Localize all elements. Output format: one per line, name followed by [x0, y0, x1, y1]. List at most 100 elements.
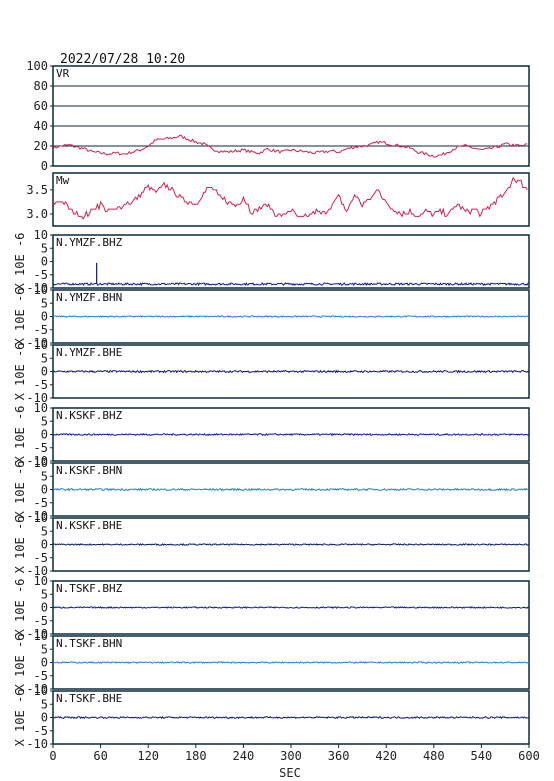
ytick-label-n-kskf-bhz-2: 0 — [41, 428, 48, 442]
ytick-label-n-kskf-bhn-3: 5 — [41, 469, 48, 483]
panel-label-n-tskf-bhe: N.TSKF.BHE — [56, 692, 122, 705]
waveform-n-tskf-bhz — [52, 606, 530, 610]
ytick-label-mw-0: 3.0 — [26, 207, 48, 221]
ytick-label-n-kskf-bhz-0: -10 — [26, 454, 48, 468]
waveform-n-ymzf-bhz — [52, 282, 530, 287]
chart-title: 2022/07/28 10:20 — [60, 52, 185, 67]
xtick-label-8: 480 — [423, 749, 445, 763]
ytick-label-n-tskf-bhn-0: -10 — [26, 682, 48, 696]
panel-label-n-ymzf-bhz: N.YMZF.BHZ — [56, 236, 123, 249]
xtick-label-4: 240 — [233, 749, 255, 763]
ytick-label-n-ymzf-bhe-2: 0 — [41, 365, 48, 379]
ytick-label-n-tskf-bhn-2: 0 — [41, 656, 48, 670]
waveform-n-ymzf-bhn — [52, 315, 529, 318]
ytick-label-n-ymzf-bhn-1: -5 — [34, 323, 48, 337]
panel-label-n-tskf-bhn: N.TSKF.BHN — [56, 637, 122, 650]
ytick-label-n-ymzf-bhz-0: -10 — [26, 281, 48, 295]
ytick-label-n-tskf-bhe-2: 0 — [41, 711, 48, 725]
unit-label-n-tskf-bhe: X 10E -6 — [13, 689, 27, 747]
xtick-label-7: 420 — [375, 749, 397, 763]
ytick-label-mw-1: 3.5 — [26, 183, 48, 197]
ytick-label-n-tskf-bhn-4: 10 — [34, 629, 48, 643]
unit-label-n-kskf-bhz: X 10E -6 — [13, 406, 27, 464]
waveform-n-kskf-bhe — [52, 543, 530, 547]
ytick-label-n-kskf-bhn-4: 10 — [34, 456, 48, 470]
ytick-label-n-ymzf-bhn-4: 10 — [34, 283, 48, 297]
ytick-label-n-ymzf-bhz-4: 10 — [34, 228, 48, 242]
panel-label-n-kskf-bhn: N.KSKF.BHN — [56, 464, 122, 477]
waveform-n-ymzf-bhe — [52, 369, 530, 374]
ytick-label-n-tskf-bhn-3: 5 — [41, 642, 48, 656]
waveform-n-kskf-bhn — [52, 487, 530, 492]
xtick-label-10: 600 — [518, 749, 540, 763]
ytick-label-n-ymzf-bhe-3: 5 — [41, 351, 48, 365]
ytick-label-n-ymzf-bhn-3: 5 — [41, 296, 48, 310]
ytick-label-n-tskf-bhe-3: 5 — [41, 697, 48, 711]
ytick-label-n-ymzf-bhe-0: -10 — [26, 391, 48, 405]
ytick-label-n-kskf-bhn-2: 0 — [41, 483, 48, 497]
ytick-label-n-kskf-bhe-1: -5 — [34, 551, 48, 565]
series-line-mw — [52, 176, 528, 220]
waveform-n-tskf-bhn — [52, 661, 530, 664]
panel-label-n-tskf-bhz: N.TSKF.BHZ — [56, 582, 123, 595]
panel-label-n-ymzf-bhn: N.YMZF.BHN — [56, 291, 122, 304]
series-line-vr — [52, 134, 528, 158]
unit-label-n-tskf-bhn: X 10E -6 — [13, 634, 27, 692]
unit-label-n-tskf-bhz: X 10E -6 — [13, 579, 27, 637]
unit-label-n-ymzf-bhz: X 10E -6 — [13, 233, 27, 291]
ytick-label-n-kskf-bhn-0: -10 — [26, 509, 48, 523]
ytick-label-vr-2: 40 — [34, 119, 48, 133]
panel-label-n-ymzf-bhe: N.YMZF.BHE — [56, 346, 122, 359]
ytick-label-n-ymzf-bhe-4: 10 — [34, 338, 48, 352]
panel-frame-n-ymzf-bhz — [52, 234, 530, 289]
ytick-label-n-ymzf-bhn-0: -10 — [26, 336, 48, 350]
unit-label-n-ymzf-bhe: X 10E -6 — [13, 343, 27, 401]
ytick-label-n-kskf-bhe-0: -10 — [26, 564, 48, 578]
ytick-label-n-kskf-bhn-1: -5 — [34, 496, 48, 510]
panel-label-n-kskf-bhz: N.KSKF.BHZ — [56, 409, 123, 422]
xtick-label-1: 60 — [93, 749, 107, 763]
ytick-label-n-ymzf-bhn-2: 0 — [41, 310, 48, 324]
panel-label-n-kskf-bhe: N.KSKF.BHE — [56, 519, 122, 532]
ytick-label-n-tskf-bhn-1: -5 — [34, 669, 48, 683]
ytick-label-n-tskf-bhe-4: 10 — [34, 684, 48, 698]
ytick-label-vr-0: 0 — [41, 159, 48, 173]
ytick-label-n-tskf-bhz-3: 5 — [41, 587, 48, 601]
ytick-label-n-tskf-bhe-0: -10 — [26, 737, 48, 751]
ytick-label-vr-4: 80 — [34, 79, 48, 93]
ytick-label-n-ymzf-bhz-1: -5 — [34, 268, 48, 282]
waveform-n-tskf-bhe — [52, 715, 530, 720]
unit-label-n-kskf-bhe: X 10E -6 — [13, 516, 27, 574]
ytick-label-n-kskf-bhe-4: 10 — [34, 511, 48, 525]
ytick-label-n-tskf-bhz-1: -5 — [34, 614, 48, 628]
xtick-label-2: 120 — [137, 749, 159, 763]
panel-label-mw: Mw — [56, 174, 70, 187]
ytick-label-n-ymzf-bhz-3: 5 — [41, 241, 48, 255]
ytick-label-n-ymzf-bhz-2: 0 — [41, 255, 48, 269]
xtick-label-0: 0 — [49, 749, 56, 763]
panel-frame-mw — [52, 172, 530, 227]
panel-frame-vr — [52, 65, 530, 167]
ytick-label-vr-3: 60 — [34, 99, 48, 113]
unit-label-n-ymzf-bhn: X 10E -6 — [13, 288, 27, 346]
ytick-label-n-kskf-bhe-2: 0 — [41, 538, 48, 552]
ytick-label-n-kskf-bhz-1: -5 — [34, 441, 48, 455]
xtick-label-9: 540 — [471, 749, 493, 763]
ytick-label-n-tskf-bhz-0: -10 — [26, 627, 48, 641]
ytick-label-n-ymzf-bhe-1: -5 — [34, 378, 48, 392]
ytick-label-n-tskf-bhz-4: 10 — [34, 574, 48, 588]
ytick-label-n-kskf-bhz-3: 5 — [41, 414, 48, 428]
panel-label-vr: VR — [56, 67, 70, 80]
x-axis-label: SEC — [279, 766, 301, 780]
ytick-label-n-kskf-bhe-3: 5 — [41, 524, 48, 538]
ytick-label-n-tskf-bhe-1: -5 — [34, 724, 48, 738]
ytick-label-vr-1: 20 — [34, 139, 48, 153]
ytick-label-vr-5: 100 — [26, 59, 48, 73]
xtick-label-5: 300 — [280, 749, 302, 763]
xtick-label-6: 360 — [328, 749, 350, 763]
xtick-label-3: 180 — [185, 749, 207, 763]
ytick-label-n-tskf-bhz-2: 0 — [41, 601, 48, 615]
ytick-label-n-kskf-bhz-4: 10 — [34, 401, 48, 415]
